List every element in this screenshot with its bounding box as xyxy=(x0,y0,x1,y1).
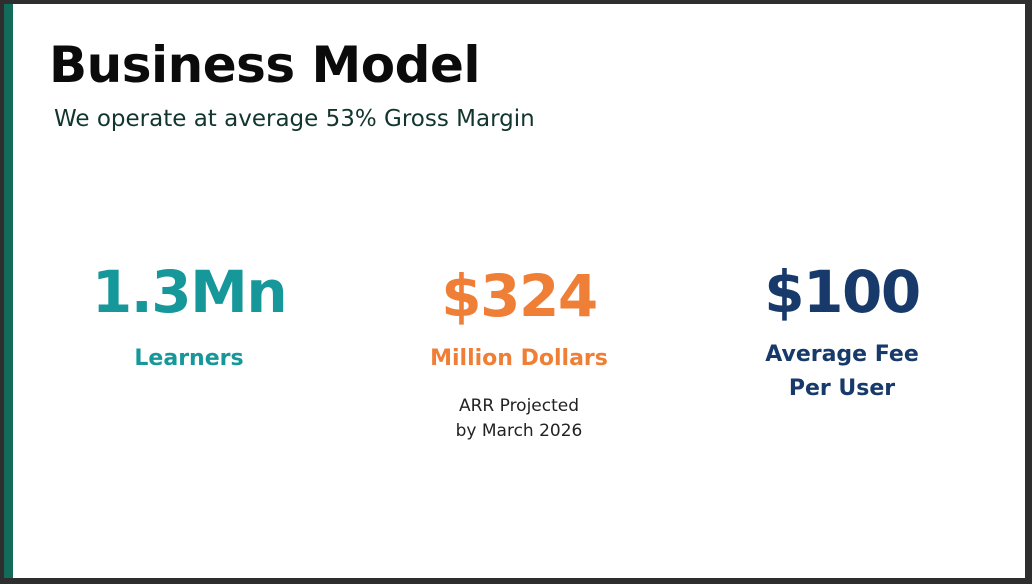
page-title: Business Model xyxy=(49,36,481,94)
stat-arr-note-line-1: ARR Projected xyxy=(458,396,580,416)
stat-fee-label: Average Fee Per User xyxy=(692,338,992,406)
slide: Business Model We operate at average 53%… xyxy=(4,4,1025,578)
stat-arr-note: ARR Projected by March 2026 xyxy=(369,394,669,444)
stat-fee: $100 Average Fee Per User xyxy=(692,254,992,406)
stat-fee-label-line-2: Per User xyxy=(788,376,896,401)
stat-arr-note-line-2: by March 2026 xyxy=(455,421,583,441)
stat-arr-value: $324 xyxy=(441,262,598,330)
stat-learners-value: 1.3Mn xyxy=(91,258,288,326)
stat-fee-value: $100 xyxy=(764,258,921,326)
stat-arr: $324 Million Dollars ARR Projected by Ma… xyxy=(369,258,669,444)
page-subtitle: We operate at average 53% Gross Margin xyxy=(54,106,535,132)
stat-arr-label: Million Dollars xyxy=(430,346,608,371)
stat-learners-label: Learners xyxy=(134,346,244,371)
accent-bar xyxy=(4,4,13,578)
stat-fee-label-line-1: Average Fee xyxy=(765,342,919,367)
stat-learners: 1.3Mn Learners xyxy=(39,254,339,376)
